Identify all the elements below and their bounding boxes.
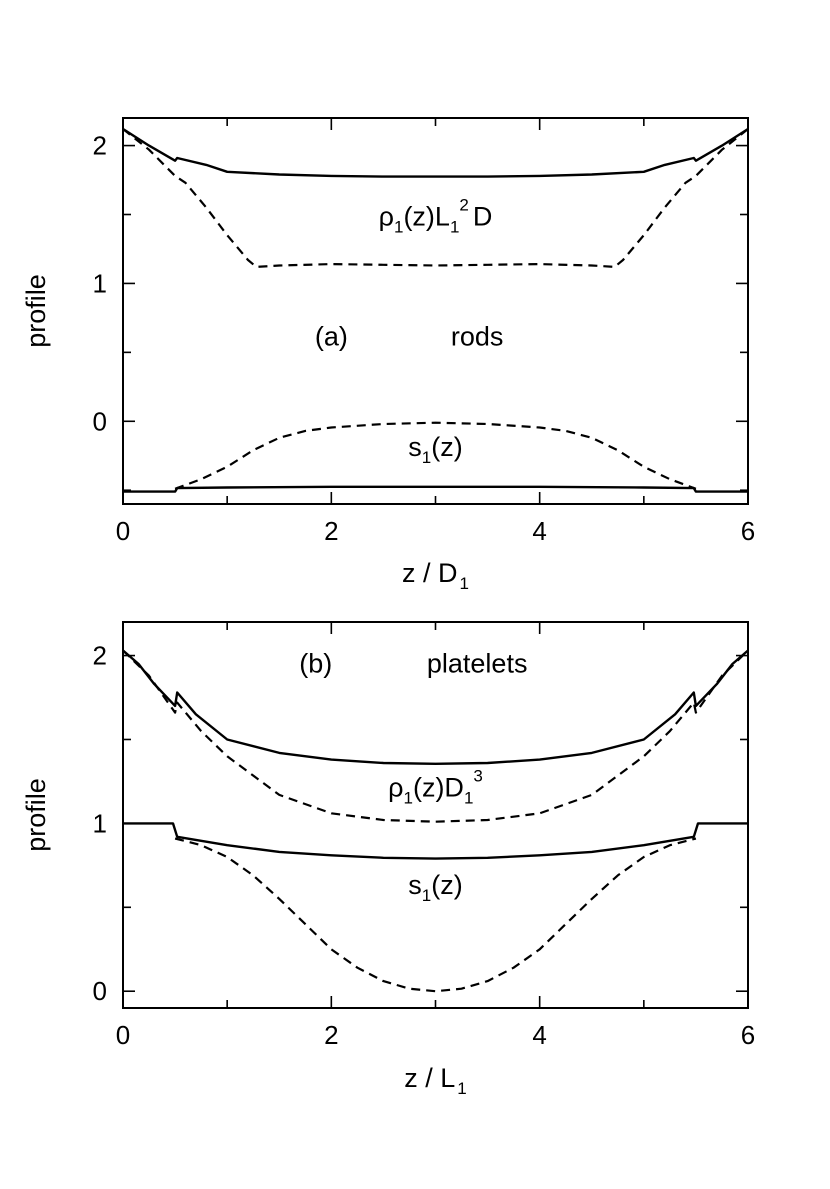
annotation-sub: 1 (422, 886, 431, 905)
x-tick-label: 6 (741, 516, 755, 546)
annotation-main: s (408, 870, 422, 900)
y-tick-label: 2 (93, 641, 107, 671)
annotation-s: s1(z) (408, 870, 462, 905)
annotation-mid: (z)D (413, 773, 464, 803)
x-tick-label: 0 (116, 516, 130, 546)
annotation-sup: 2 (459, 196, 468, 215)
annotation-s: s1(z) (408, 432, 462, 467)
annotation-sub: 1 (403, 789, 412, 808)
annotation-main: ρ (379, 202, 394, 232)
series-line-s_dashed (174, 421, 697, 490)
annotation-rho: ρ1(z)L12 D (379, 196, 493, 237)
x-tick-label: 6 (741, 1020, 755, 1050)
x-axis-label-main: z / L (404, 1063, 455, 1093)
annotation-mid: (z)L (403, 202, 450, 232)
series-line-s_dashed (174, 837, 697, 993)
annotation-sup: 3 (473, 767, 482, 786)
series-line-rho_solid (122, 649, 749, 765)
annotation-sub: 1 (422, 448, 431, 467)
annotation-sub2: 1 (450, 218, 459, 237)
annotation-sub2: 1 (464, 789, 473, 808)
x-tick-label: 0 (116, 1020, 130, 1050)
annotation-main: ρ (388, 773, 403, 803)
y-tick-label: 2 (93, 131, 107, 161)
x-axis-label-sub: 1 (457, 1079, 466, 1098)
x-tick-label: 2 (324, 1020, 338, 1050)
annotation-tail: (z) (431, 432, 462, 462)
x-axis-label-main: z / D (402, 558, 458, 588)
y-tick-label: 1 (93, 808, 107, 838)
y-tick-label: 0 (93, 976, 107, 1006)
series-line-rho_dashed (122, 649, 749, 823)
annotation-main: s (408, 432, 422, 462)
series-line-rho_dashed (122, 128, 749, 268)
panel-label: (a) (315, 321, 348, 351)
panel-name: platelets (427, 648, 528, 678)
panel-name: rods (451, 321, 504, 351)
annotation-tail: D (473, 202, 493, 232)
series-line-s_solid (123, 822, 748, 860)
panel-label: (b) (299, 648, 332, 678)
y-tick-label: 1 (93, 268, 107, 298)
plot-frame (122, 621, 749, 1009)
x-axis-label-sub: 1 (460, 574, 469, 593)
annotation-sub: 1 (394, 218, 403, 237)
annotation-rho: ρ1(z)D13 (388, 767, 483, 808)
y-tick-label: 0 (93, 406, 107, 436)
x-tick-label: 4 (532, 516, 546, 546)
x-tick-label: 2 (324, 516, 338, 546)
series-line-rho_solid (122, 127, 749, 178)
y-axis-label: profile (21, 778, 51, 852)
x-tick-label: 4 (532, 1020, 546, 1050)
annotation-tail: (z) (431, 870, 462, 900)
y-axis-label: profile (21, 274, 51, 348)
series-line-s_solid (123, 485, 748, 493)
